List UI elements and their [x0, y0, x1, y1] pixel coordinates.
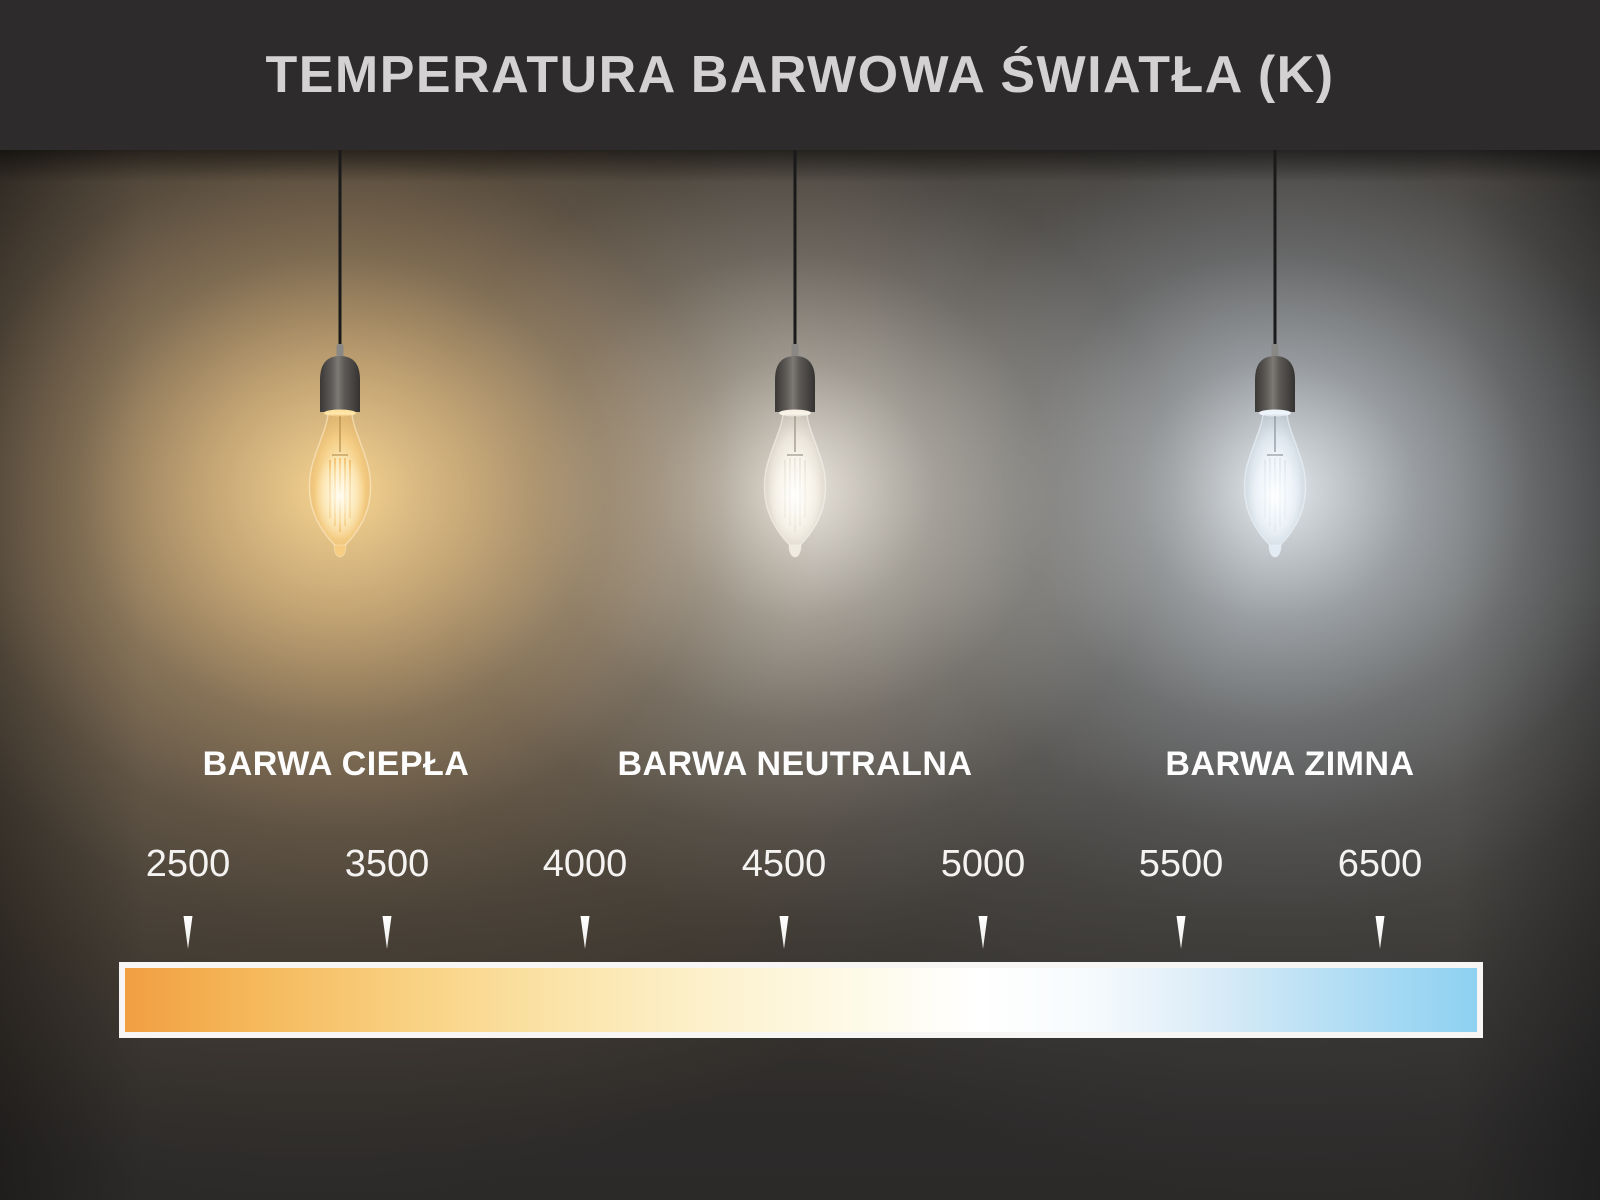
cord-pin — [336, 344, 344, 357]
bulb-tip — [788, 544, 802, 558]
header-bar: TEMPERATURA BARWOWA ŚWIATŁA (K) — [0, 0, 1600, 150]
bulb-core-glow — [1249, 452, 1301, 540]
pendant-lamp-warm — [308, 150, 372, 558]
temperature-gradient-bar — [119, 962, 1483, 1038]
kelvin-tick-6500: 6500 — [1337, 843, 1423, 885]
pendant-lamp-neutral — [763, 150, 827, 558]
label-cold-color: BARWA ZIMNA — [1165, 745, 1415, 783]
kelvin-tick-2500: 2500 — [145, 843, 231, 885]
lamp-socket — [1255, 356, 1295, 412]
scale-pointer-icon — [382, 916, 392, 949]
page-title: TEMPERATURA BARWOWA ŚWIATŁA (K) — [265, 46, 1335, 104]
bulb-tip — [333, 544, 347, 558]
scale-pointer-icon — [1375, 916, 1385, 949]
bulb-tip — [1268, 544, 1282, 558]
kelvin-tick-4500: 4500 — [741, 843, 827, 885]
scale-pointer-icon — [1176, 916, 1186, 949]
scale-pointer-icon — [978, 916, 988, 949]
cord-pin — [1271, 344, 1279, 357]
pendant-lamp-cold — [1243, 150, 1307, 558]
label-warm-color: BARWA CIEPŁA — [202, 745, 470, 783]
scene-background: BARWA CIEPŁA BARWA NEUTRALNA BARWA ZIMNA… — [0, 150, 1600, 1200]
kelvin-tick-5500: 5500 — [1138, 843, 1224, 885]
kelvin-tick-3500: 3500 — [344, 843, 430, 885]
kelvin-tick-5000: 5000 — [940, 843, 1026, 885]
scale-pointer-icon — [580, 916, 590, 949]
lamp-socket — [320, 356, 360, 412]
scale-pointer-icon — [183, 916, 193, 949]
kelvin-tick-4000: 4000 — [542, 843, 628, 885]
bulb-core-glow — [314, 452, 366, 540]
scale-pointer-icon — [779, 916, 789, 949]
label-neutral-color: BARWA NEUTRALNA — [617, 745, 973, 783]
bulb-core-glow — [769, 452, 821, 540]
cord-pin — [791, 344, 799, 357]
lamp-socket — [775, 356, 815, 412]
